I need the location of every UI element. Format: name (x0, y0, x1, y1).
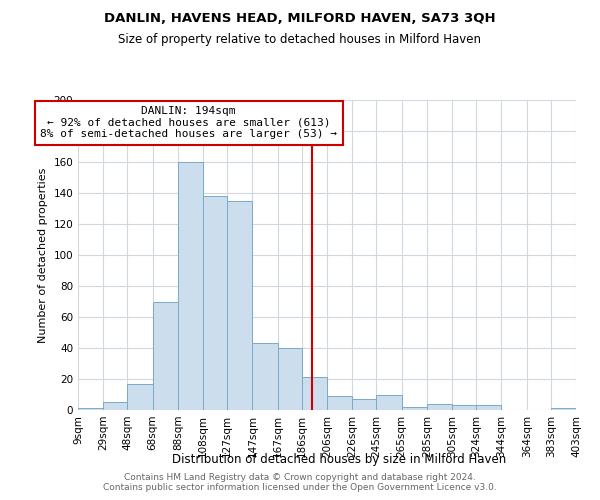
Bar (551, 408, 576, 410)
Bar (401, 407, 427, 410)
Bar (127, 384, 152, 410)
Bar (376, 394, 401, 410)
Text: DANLIN, HAVENS HEAD, MILFORD HAVEN, SA73 3QH: DANLIN, HAVENS HEAD, MILFORD HAVEN, SA73… (104, 12, 496, 26)
Text: Contains HM Land Registry data © Crown copyright and database right 2024.
Contai: Contains HM Land Registry data © Crown c… (103, 473, 497, 492)
Bar (103, 402, 127, 410)
Bar (278, 348, 302, 410)
Bar (476, 406, 502, 410)
Text: DANLIN: 194sqm
← 92% of detached houses are smaller (613)
8% of semi-detached ho: DANLIN: 194sqm ← 92% of detached houses … (40, 106, 337, 140)
Bar (352, 399, 376, 410)
Bar (152, 302, 178, 410)
Bar (203, 196, 227, 410)
Bar (452, 406, 476, 410)
Bar (178, 162, 203, 410)
Bar (302, 378, 327, 410)
Bar (327, 396, 352, 410)
Bar (253, 344, 278, 410)
Text: Size of property relative to detached houses in Milford Haven: Size of property relative to detached ho… (119, 32, 482, 46)
Bar (227, 200, 253, 410)
Text: Distribution of detached houses by size in Milford Haven: Distribution of detached houses by size … (172, 452, 506, 466)
Bar (427, 404, 452, 410)
Y-axis label: Number of detached properties: Number of detached properties (38, 168, 48, 342)
Bar (78, 408, 103, 410)
